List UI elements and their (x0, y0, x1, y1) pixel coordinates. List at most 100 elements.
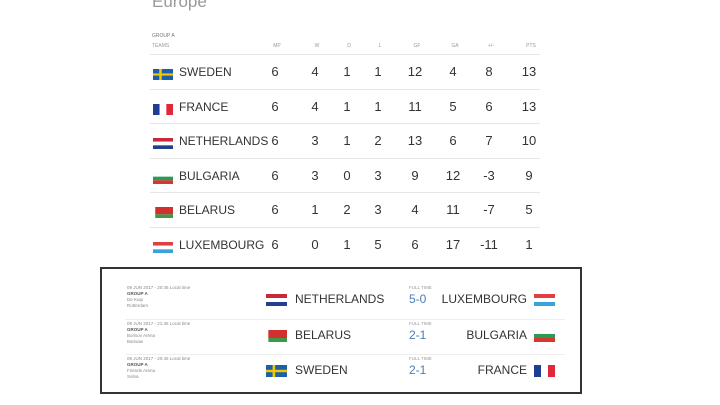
netherlands-flag-icon (153, 136, 173, 150)
stat-MP: 6 (271, 237, 279, 252)
table-header: TEAMS MP W D L GF GA +/- PTS (152, 43, 540, 53)
match-city: Barisaw (127, 339, 144, 344)
team-name[interactable]: SWEDEN (179, 65, 232, 79)
stat-W: 3 (311, 133, 319, 149)
away-team[interactable]: BULGARIA (466, 328, 527, 342)
stat-W: 4 (311, 98, 319, 114)
stat-PTS: 13 (521, 64, 537, 79)
stat-L: 1 (374, 98, 382, 114)
sweden-flag-icon (153, 67, 173, 80)
stat-D: 2 (343, 202, 351, 218)
match-score[interactable]: 2-1 (409, 328, 427, 342)
sweden-flag-icon (266, 364, 287, 377)
stat-GF: 12 (407, 64, 423, 79)
stat-GA: 11 (446, 202, 460, 218)
stat-+/-: 8 (485, 64, 493, 79)
header-0[interactable]: TEAMS (152, 43, 170, 49)
bulgaria-flag-icon (533, 329, 556, 342)
match-venue: Borisov Arena (127, 333, 156, 338)
match-status: FULL TIME (409, 321, 432, 326)
header-1[interactable]: MP (273, 43, 281, 49)
standings-row[interactable]: LUXEMBOURG 6 0 1 5 6 17 -11 1 (150, 227, 540, 262)
stat-W: 1 (311, 202, 319, 218)
match-datetime: 09 JUN 2017 - 20:45 Local time (127, 356, 191, 361)
team-name[interactable]: BELARUS (179, 203, 236, 218)
stat-PTS: 1 (525, 237, 533, 252)
match-row[interactable]: 09 JUN 2017 - 20:45 Local time GROUP A De … (125, 284, 565, 318)
match-info: 09 JUN 2017 - 21:45 Local time GROUP A Bor… (127, 321, 190, 345)
stat-GF: 11 (408, 98, 422, 114)
stat-L: 1 (374, 64, 382, 79)
stat-PTS: 10 (521, 133, 537, 149)
match-score[interactable]: 5-0 (409, 292, 427, 306)
stat-GF: 13 (407, 133, 423, 149)
header-5[interactable]: GF (413, 43, 421, 49)
team-name[interactable]: BULGARIA (179, 168, 240, 183)
stat-+/-: -7 (483, 202, 495, 218)
stat-D: 1 (343, 133, 351, 149)
stat-W: 4 (311, 64, 319, 79)
stat-MP: 6 (271, 202, 279, 218)
match-city: Rotterdam (127, 303, 149, 308)
stat-D: 1 (343, 237, 351, 252)
france-flag-icon (534, 364, 555, 377)
stat-W: 0 (311, 237, 319, 252)
home-team[interactable]: BELARUS (295, 328, 352, 342)
stat-D: 1 (343, 98, 351, 114)
team-name[interactable]: LUXEMBOURG (179, 238, 265, 252)
stat-+/-: 6 (485, 98, 493, 114)
luxembourg-flag-icon (153, 240, 173, 253)
stat-GA: 12 (445, 167, 461, 183)
stat-+/-: -3 (483, 167, 495, 183)
match-group: GROUP A (127, 327, 148, 332)
away-team[interactable]: FRANCE (477, 363, 527, 377)
stat-L: 3 (374, 202, 382, 218)
match-status: FULL TIME (409, 356, 432, 361)
header-8[interactable]: PTS (526, 43, 536, 49)
match-info: 09 JUN 2017 - 20:45 Local time GROUP A De … (127, 285, 190, 309)
match-results-box: 09 JUN 2017 - 20:45 Local time GROUP A De … (100, 267, 582, 394)
stat-PTS: 9 (525, 167, 533, 183)
netherlands-flag-icon (266, 293, 287, 306)
team-name[interactable]: FRANCE (179, 99, 229, 114)
stat-+/-: -11 (480, 237, 498, 252)
match-group: GROUP A (127, 362, 148, 367)
standings-row[interactable]: SWEDEN 6 4 1 1 12 4 8 13 (150, 54, 540, 89)
header-6[interactable]: GA (451, 43, 459, 49)
match-datetime: 09 JUN 2017 - 20:45 Local time (127, 285, 191, 290)
standings-row[interactable]: BULGARIA 6 3 0 3 9 12 -3 9 (150, 157, 540, 193)
match-info: 09 JUN 2017 - 20:45 Local time GROUP A Fri… (127, 356, 190, 380)
stat-GA: 4 (449, 64, 457, 79)
header-2[interactable]: W (314, 43, 320, 49)
stat-L: 2 (374, 133, 382, 149)
standings-row[interactable]: BELARUS 6 1 2 3 4 11 -7 5 (150, 192, 540, 227)
away-team[interactable]: LUXEMBOURG (441, 292, 527, 306)
match-datetime: 09 JUN 2017 - 21:45 Local time (127, 321, 191, 326)
home-team[interactable]: NETHERLANDS (295, 292, 385, 306)
header-3[interactable]: D (347, 43, 351, 49)
match-row[interactable]: 09 JUN 2017 - 20:45 Local time GROUP A Fri… (125, 354, 565, 389)
stat-PTS: 13 (521, 98, 537, 114)
belarus-flag-icon (266, 329, 287, 342)
team-name[interactable]: NETHERLANDS (179, 134, 269, 149)
stat-GF: 4 (411, 202, 419, 218)
standings-row[interactable]: FRANCE 6 4 1 1 11 5 6 13 (150, 88, 540, 124)
stat-GF: 9 (411, 167, 419, 183)
stat-D: 1 (343, 64, 351, 79)
stat-D: 0 (343, 167, 351, 183)
stat-MP: 6 (271, 133, 279, 149)
match-score[interactable]: 2-1 (409, 363, 427, 377)
stat-L: 3 (374, 167, 382, 183)
stat-MP: 6 (271, 64, 279, 79)
header-7[interactable]: +/- (488, 43, 494, 49)
stat-+/-: 7 (485, 133, 493, 149)
match-venue: De Kuip (127, 297, 144, 302)
header-4[interactable]: L (378, 43, 382, 49)
belarus-flag-icon (153, 205, 173, 219)
luxembourg-flag-icon (534, 293, 555, 306)
stat-GA: 5 (449, 98, 457, 114)
stat-MP: 6 (271, 167, 279, 183)
standings-row[interactable]: NETHERLANDS 6 3 1 2 13 6 7 10 (150, 123, 540, 158)
home-team[interactable]: SWEDEN (295, 363, 348, 377)
match-row[interactable]: 09 JUN 2017 - 21:45 Local time GROUP A Bor… (125, 319, 565, 354)
